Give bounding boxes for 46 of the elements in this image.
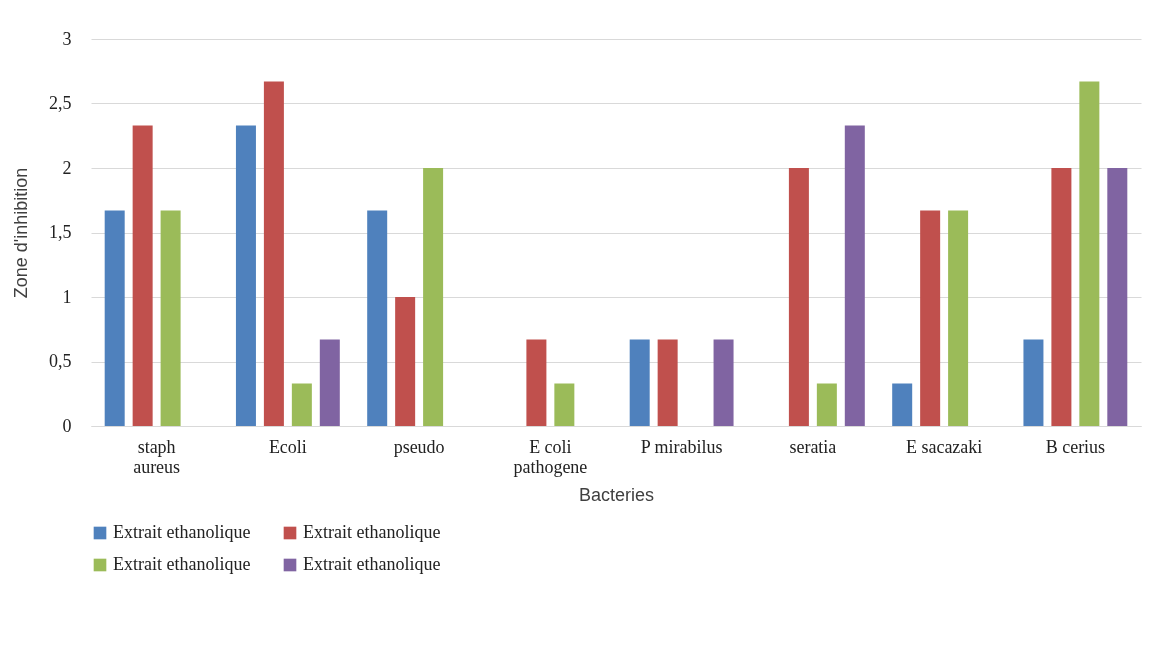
bar [319,339,340,426]
x-tick-label: Ecoli [268,436,307,457]
legend-label: Extrait ethanolique [113,522,251,542]
y-tick-label: 0 [62,415,72,436]
y-tick-label: 2 [62,157,72,178]
bar [1023,339,1044,426]
y-tick-label: 1,5 [49,222,72,242]
y-axis-title: Zone d'inhibition [11,167,31,299]
bar [526,339,547,426]
bar [788,168,809,426]
bar [235,125,256,426]
x-tick-label: seratia [789,436,837,457]
bar [629,339,650,426]
y-tick-label: 2,5 [49,93,72,113]
x-tick-label: E coli pathogene [513,436,588,477]
bar [713,339,734,426]
bar [104,210,125,426]
x-axis-title: Bacteries [578,484,655,505]
x-tick-label: pseudo [393,436,445,457]
bar [160,210,181,426]
bar [291,383,312,426]
bar [844,125,865,426]
bar [395,297,416,426]
x-tick-label: E sacazaki [905,436,983,457]
bar [920,210,941,426]
bar [423,168,444,426]
bar [948,210,969,426]
y-tick-label: 0,5 [49,351,72,371]
y-tick-label: 1 [62,286,72,307]
x-tick-label: staph aureus [133,436,181,477]
bar [657,339,678,426]
legend-label: Extrait ethanolique [303,522,441,542]
legend-label: Extrait ethanolique [113,554,251,574]
x-tick-label: P mirabilus [640,436,723,457]
bar [263,81,284,426]
y-tick-label: 3 [62,28,72,49]
bar [1051,168,1072,426]
bar [132,125,153,426]
bar [816,383,837,426]
bar [892,383,913,426]
bar [1079,81,1100,426]
legend-label: Extrait ethanolique [303,554,441,574]
bar [1107,168,1128,426]
bar [554,383,575,426]
x-tick-label: B cerius [1045,436,1106,457]
bar [367,210,388,426]
